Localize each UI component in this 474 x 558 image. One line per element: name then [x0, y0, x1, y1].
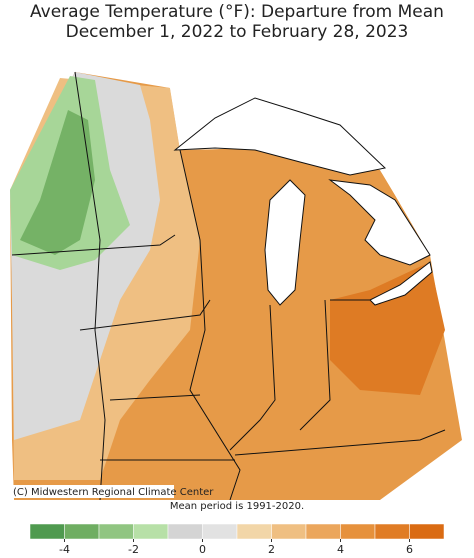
title-line-2: December 1, 2022 to February 28, 2023: [66, 22, 409, 42]
colorbar-bin: [64, 523, 100, 540]
state-border: [229, 304, 276, 451]
state-border: [74, 71, 106, 501]
colorbar: -4 -2 0 2 4 6: [29, 523, 445, 556]
state-border: [109, 394, 201, 401]
mean-period: Mean period is 1991-2020.: [170, 501, 304, 512]
colorbar-bin: [374, 523, 410, 540]
green-core: [20, 110, 95, 255]
state-border: [79, 299, 211, 331]
colorbar-bin: [29, 523, 65, 540]
lake-superior: [173, 97, 387, 176]
tick-label: 2: [268, 543, 275, 556]
lake-erie: [369, 261, 433, 306]
tick-label: -2: [128, 543, 139, 556]
credit-box: [10, 485, 174, 498]
credit: (C) Midwestern Regional Climate Center: [13, 487, 214, 498]
colorbar-bin: [305, 523, 341, 540]
colorbar-bin: [271, 523, 307, 540]
colorbar-bin: [202, 523, 238, 540]
colorbar-bin: [236, 523, 272, 540]
tick-label: 6: [406, 543, 413, 556]
state-border: [11, 234, 176, 256]
colorbar-bin: [98, 523, 134, 540]
map: (C) Midwestern Regional Climate Center: [10, 71, 470, 501]
colorbar-bin: [167, 523, 203, 540]
lake-michigan: [264, 179, 306, 306]
title-line-1: Average Temperature (°F): Departure from…: [30, 2, 444, 22]
colorbar-bin: [133, 523, 169, 540]
state-border: [179, 149, 241, 501]
tick-label: 4: [337, 543, 344, 556]
tick-label: -4: [59, 543, 70, 556]
state-border: [299, 299, 331, 431]
tick-label: 0: [199, 543, 206, 556]
colorbar-bin: [340, 523, 376, 540]
state-border: [234, 429, 446, 456]
lake-huron: [328, 179, 431, 266]
dark-orange-zone: [330, 262, 445, 395]
colorbar-bin: [409, 523, 445, 540]
